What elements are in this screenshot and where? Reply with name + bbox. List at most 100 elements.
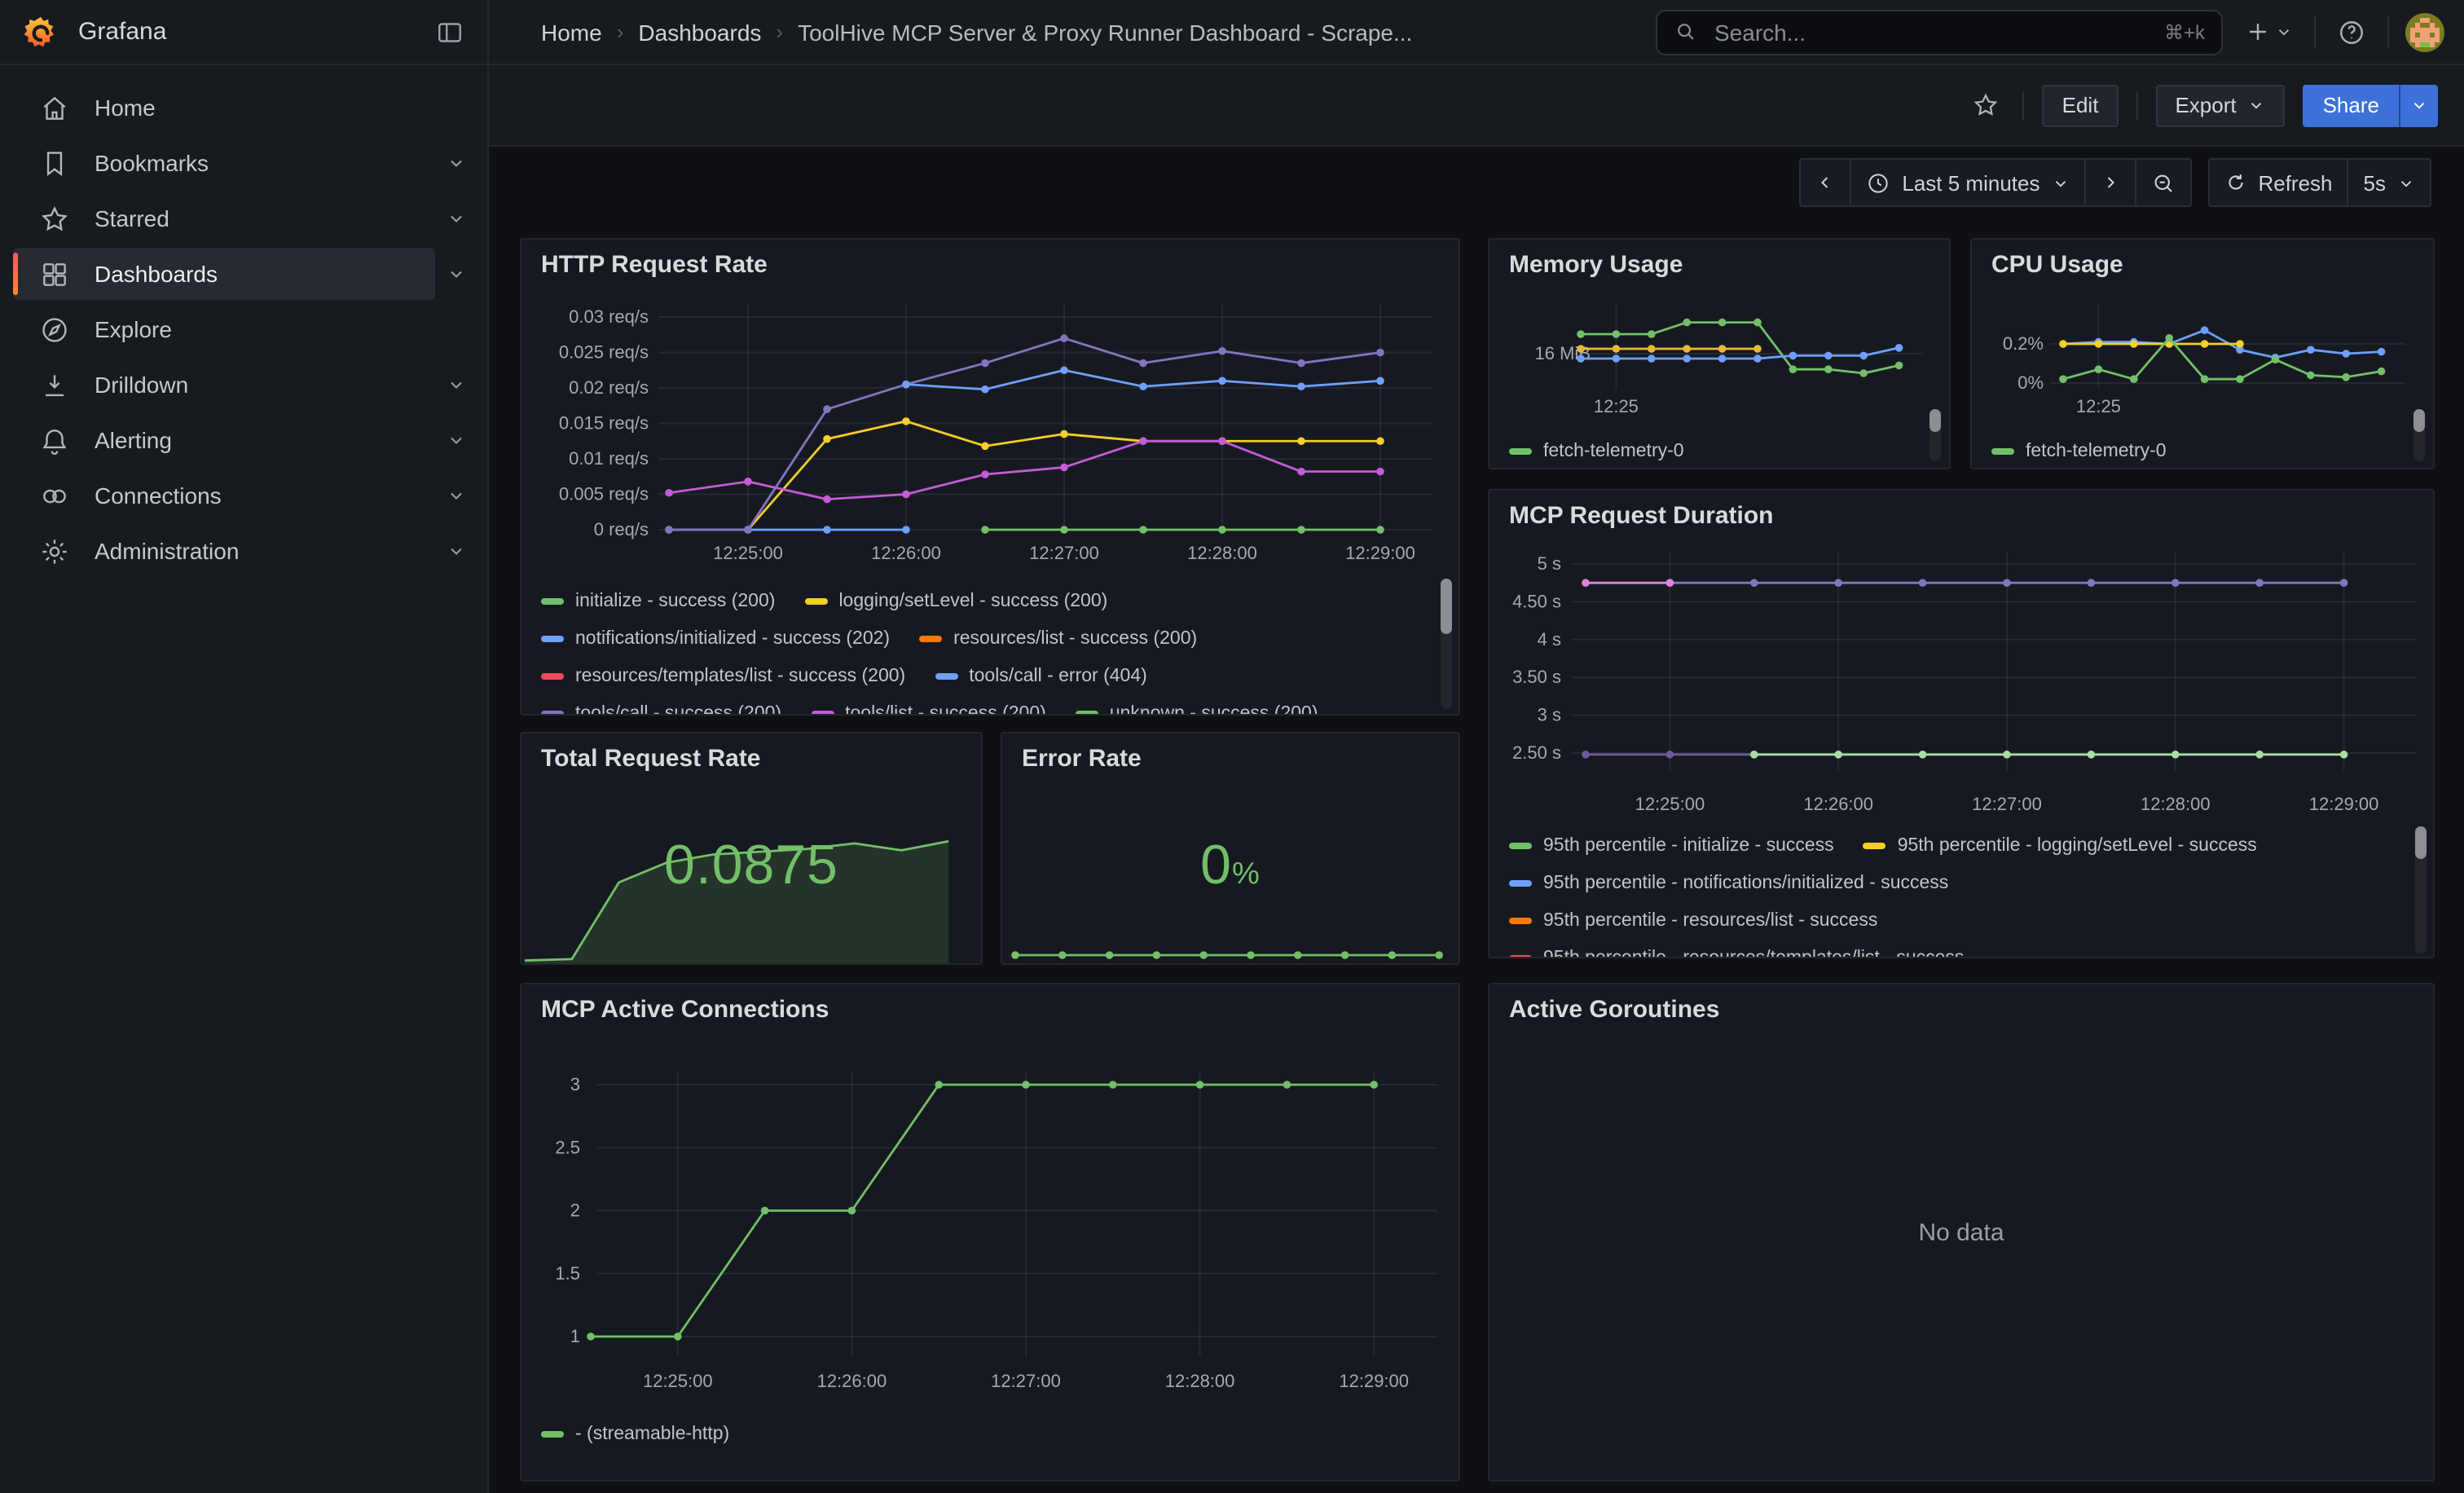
panel-title[interactable]: Error Rate xyxy=(1022,745,1142,773)
total-request-rate-sparkline[interactable] xyxy=(521,733,981,963)
svg-text:12:26:00: 12:26:00 xyxy=(1803,794,1873,814)
sidebar-item-administration[interactable]: Administration xyxy=(13,525,435,577)
chevron-down-icon[interactable] xyxy=(435,209,477,228)
user-avatar[interactable] xyxy=(2405,12,2444,51)
panel-title[interactable]: Active Goroutines xyxy=(1509,996,1720,1024)
add-new-button[interactable] xyxy=(2239,13,2298,51)
legend-item[interactable]: 95th percentile - resources/list - succe… xyxy=(1509,910,1877,930)
chevron-down-icon[interactable] xyxy=(435,375,477,394)
legend-item[interactable]: tools/call - success (200) xyxy=(541,703,781,714)
chevron-down-icon[interactable] xyxy=(435,264,477,284)
svg-text:12:27:00: 12:27:00 xyxy=(991,1371,1061,1391)
refresh-button[interactable]: Refresh xyxy=(2207,158,2349,207)
panel-title[interactable]: CPU Usage xyxy=(1991,251,2123,279)
search-input[interactable] xyxy=(1711,17,2151,46)
panel-title[interactable]: MCP Active Connections xyxy=(541,996,829,1024)
chevron-down-icon xyxy=(2055,180,2066,187)
legend-item[interactable]: initialize - success (200) xyxy=(541,591,775,610)
time-shift-back-button[interactable] xyxy=(1799,158,1852,207)
time-shift-forward-button[interactable] xyxy=(2083,158,2136,207)
memory-usage-chart[interactable]: 16 MiB 12:25 xyxy=(1489,240,1949,425)
svg-text:12:28:00: 12:28:00 xyxy=(2141,794,2211,814)
panel-title[interactable]: MCP Request Duration xyxy=(1509,502,1774,530)
legend-item[interactable]: 95th percentile - logging/setLevel - suc… xyxy=(1863,835,2257,855)
share-button[interactable]: Share xyxy=(2303,84,2399,126)
panel-title[interactable]: Memory Usage xyxy=(1509,251,1683,279)
time-range-picker[interactable]: Last 5 minutes xyxy=(1850,158,2086,207)
svg-text:12:27:00: 12:27:00 xyxy=(1029,543,1099,563)
sidebar-item-dashboards[interactable]: Dashboards xyxy=(13,248,435,300)
svg-text:1: 1 xyxy=(570,1326,580,1346)
sidebar-toggle-icon[interactable] xyxy=(435,17,464,46)
bell-icon xyxy=(39,425,72,456)
sidebar-item-explore[interactable]: Explore xyxy=(13,303,435,355)
chevron-down-icon[interactable] xyxy=(435,153,477,173)
legend-item[interactable]: fetch-telemetry-0 xyxy=(1509,441,1684,460)
grafana-logo-icon[interactable] xyxy=(23,14,59,50)
sidebar-item-starred[interactable]: Starred xyxy=(13,192,435,244)
mcp-active-connections-chart[interactable]: 3 2.5 2 1.5 1 12:25:00 12:26:00 12:27:00 12:28:0… xyxy=(521,984,1459,1405)
legend-item[interactable]: 95th percentile - initialize - success xyxy=(1509,835,1834,855)
svg-text:12:29:00: 12:29:00 xyxy=(1345,543,1415,563)
panel-title[interactable]: HTTP Request Rate xyxy=(541,251,768,279)
breadcrumb-home[interactable]: Home xyxy=(541,19,602,45)
legend-item[interactable]: unknown - success (200) xyxy=(1075,703,1318,714)
help-icon[interactable] xyxy=(2332,12,2371,51)
legend-item[interactable]: resources/templates/list - success (200) xyxy=(541,666,905,685)
legend-scrollbar[interactable] xyxy=(1929,409,1941,461)
refresh-interval-picker[interactable]: 5s xyxy=(2347,158,2431,207)
legend-item[interactable]: resources/list - success (200) xyxy=(919,628,1197,648)
http-request-rate-chart[interactable]: 0 req/s 0.005 req/s 0.01 req/s 0.015 req/s 0… xyxy=(521,240,1459,579)
legend-item[interactable]: tools/call - error (404) xyxy=(935,666,1147,685)
time-controls: Last 5 minutes Refresh 5s xyxy=(1799,158,2431,207)
legend-row: tools/call - success (200) tools/list - s… xyxy=(541,694,1429,714)
legend-item[interactable]: - (streamable-http) xyxy=(541,1424,729,1443)
panel-title[interactable]: Total Request Rate xyxy=(541,745,761,773)
svg-text:0.005 req/s: 0.005 req/s xyxy=(559,484,649,504)
legend-row: notifications/initialized - success (202… xyxy=(541,619,1429,657)
legend-item[interactable]: 95th percentile - resources/templates/li… xyxy=(1509,948,1964,957)
breadcrumb-dashboards[interactable]: Dashboards xyxy=(638,19,762,45)
export-button[interactable]: Export xyxy=(2155,84,2286,126)
chevron-down-icon[interactable] xyxy=(435,486,477,505)
sidebar-item-drilldown[interactable]: Drilldown xyxy=(13,359,435,411)
legend-item[interactable]: 95th percentile - notifications/initiali… xyxy=(1509,873,1948,892)
legend-row: 95th percentile - initialize - success 95… xyxy=(1509,826,2404,864)
legend-item[interactable]: logging/setLevel - success (200) xyxy=(804,591,1107,610)
edit-button[interactable]: Edit xyxy=(2042,84,2119,126)
error-rate-sparkline[interactable] xyxy=(1002,733,1459,963)
sidebar-item-home[interactable]: Home xyxy=(13,81,435,134)
legend-swatch xyxy=(1863,842,1886,848)
search-box[interactable]: ⌘+k xyxy=(1656,9,2223,55)
mcp-request-duration-chart[interactable]: 5 s 4.50 s 4 s 3.50 s 3 s 2.50 s 12:25:00 12:26… xyxy=(1489,491,2433,833)
legend-scrollbar[interactable] xyxy=(1441,579,1452,709)
legend-scrollbar[interactable] xyxy=(2415,826,2427,953)
legend-row: 95th percentile - notifications/initiali… xyxy=(1509,864,2404,901)
legend-label: tools/list - success (200) xyxy=(845,703,1046,714)
legend-row: 95th percentile - resources/list - succe… xyxy=(1509,901,2404,939)
legend-label: initialize - success (200) xyxy=(575,591,776,610)
share-menu-button[interactable] xyxy=(2399,84,2438,126)
legend-swatch xyxy=(1509,842,1532,848)
panel-legend: 95th percentile - initialize - success 95… xyxy=(1509,826,2404,957)
sidebar-item-label: Bookmarks xyxy=(95,150,209,176)
sidebar-item-connections[interactable]: Connections xyxy=(13,469,435,522)
legend-item[interactable]: tools/list - success (200) xyxy=(811,703,1046,714)
favorite-star-icon[interactable] xyxy=(1968,86,2005,124)
breadcrumb-current-dashboard: ToolHive MCP Server & Proxy Runner Dashb… xyxy=(798,19,1413,45)
chevron-down-icon[interactable] xyxy=(435,541,477,561)
chevron-down-icon[interactable] xyxy=(435,430,477,450)
legend-item[interactable]: notifications/initialized - success (202… xyxy=(541,628,890,648)
sidebar-item-label: Starred xyxy=(95,205,169,231)
legend-row: - (streamable-http) xyxy=(541,1415,1429,1452)
sidebar-item-bookmarks[interactable]: Bookmarks xyxy=(13,137,435,189)
divider xyxy=(2387,15,2389,48)
sidebar-item-alerting[interactable]: Alerting xyxy=(13,414,435,466)
legend-item[interactable]: fetch-telemetry-0 xyxy=(1991,441,2167,460)
cpu-usage-chart[interactable]: 0.2% 0% 12:25 xyxy=(1972,240,2433,425)
time-zoom-out-button[interactable] xyxy=(2134,158,2192,207)
divider xyxy=(2136,90,2138,120)
sidebar-item-label: Administration xyxy=(95,538,240,564)
legend-scrollbar[interactable] xyxy=(2413,409,2425,461)
legend-swatch xyxy=(1509,447,1532,454)
